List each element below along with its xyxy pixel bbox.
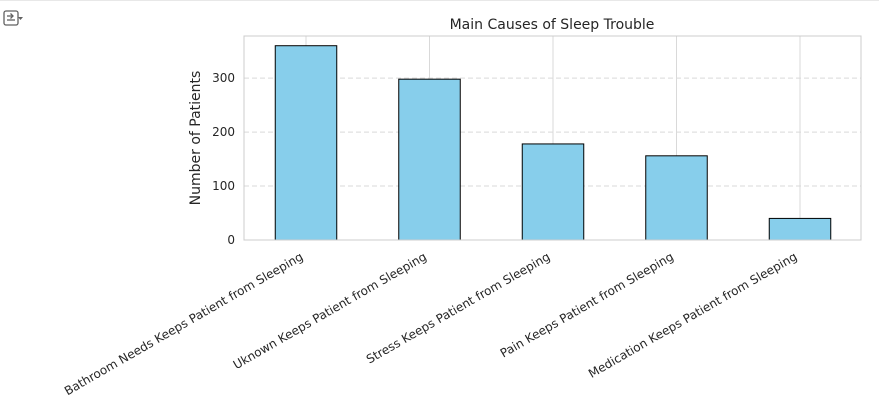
x-tick-label: Medication Keeps Patient from Sleeping: [586, 249, 799, 380]
y-tick-label: 300: [212, 71, 235, 85]
bars: [274, 45, 832, 241]
y-axis-label: Number of Patients: [188, 71, 204, 206]
y-tick-label: 100: [212, 179, 235, 193]
cell-top-border: [0, 0, 879, 1]
collapse-output-icon[interactable]: [2, 8, 24, 28]
bar: [768, 217, 832, 241]
y-tick-label: 0: [227, 233, 235, 247]
bar: [274, 45, 338, 241]
x-tick-label: Bathroom Needs Keeps Patient from Sleepi…: [62, 249, 306, 398]
x-tick-label: Uknown Keeps Patient from Sleeping: [231, 249, 429, 372]
bar: [645, 155, 708, 241]
bar: [521, 143, 585, 241]
y-tick-label: 200: [212, 125, 235, 139]
plot-frame: [243, 35, 862, 241]
chart-title: Main Causes of Sleep Trouble: [450, 17, 655, 33]
bar: [398, 78, 461, 241]
